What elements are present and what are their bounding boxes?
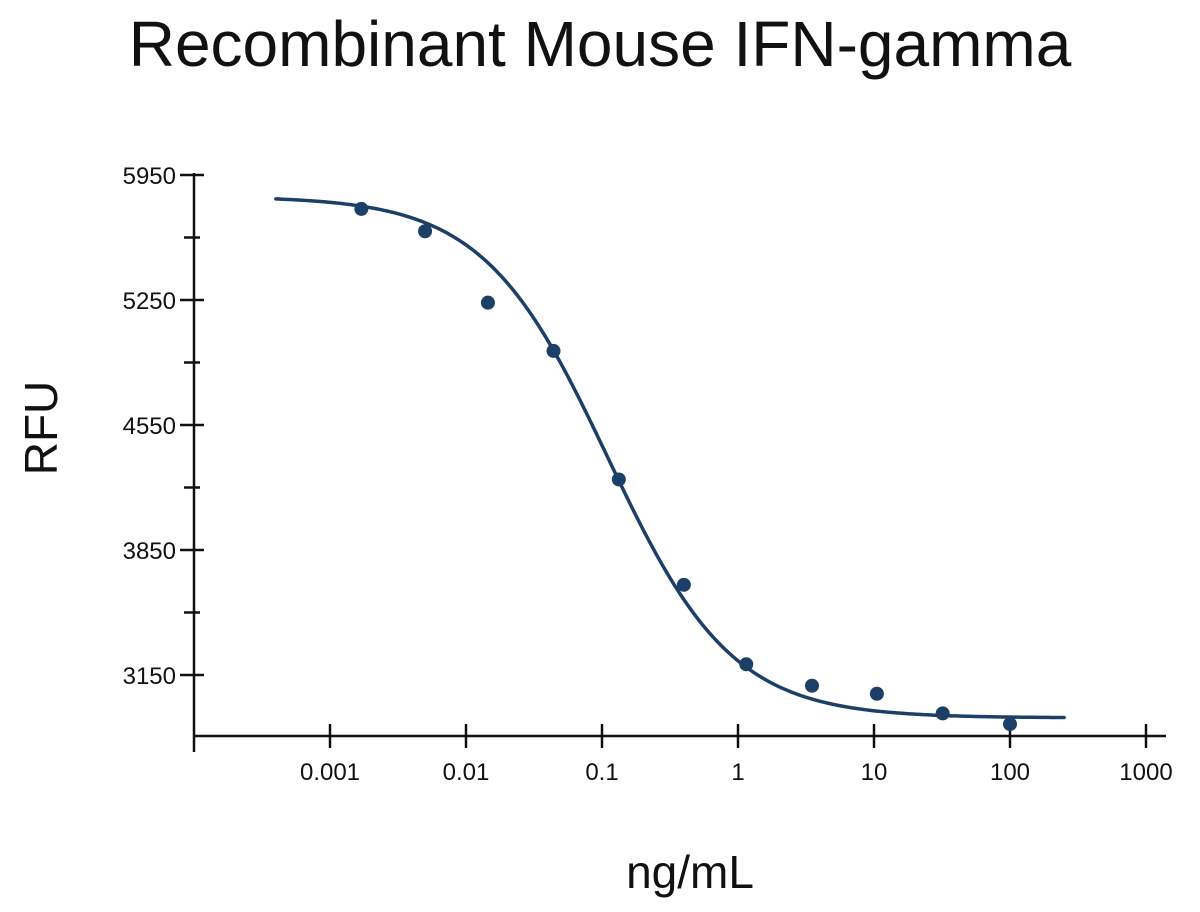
axes: 0.001 0.01 0.1 1 10 100 1000 5950 5250 4550 3850 31…	[123, 163, 1173, 786]
data-point	[804, 678, 819, 693]
y-tick-label: 4550	[123, 413, 176, 440]
data-points-layer	[354, 201, 1017, 732]
x-tick-label: 100	[990, 759, 1030, 786]
x-tick-label: 0.1	[585, 759, 618, 786]
x-tick-label: 1	[731, 759, 744, 786]
x-tick-label: 0.01	[443, 759, 490, 786]
data-point	[1003, 717, 1017, 732]
y-tick-label: 5950	[123, 163, 176, 190]
data-point	[739, 657, 754, 672]
data-point	[935, 706, 950, 721]
data-point	[611, 472, 626, 487]
data-point	[480, 295, 495, 310]
data-point	[676, 577, 691, 592]
data-point	[869, 686, 884, 701]
x-tick-label: 1000	[1119, 759, 1172, 786]
data-point	[546, 343, 561, 358]
fit-curve-layer	[274, 197, 1066, 720]
y-tick-label: 5250	[123, 288, 176, 315]
chart-title: Recombinant Mouse IFN-gamma	[128, 8, 1072, 80]
y-tick-label: 3850	[123, 538, 176, 565]
fit-curve	[274, 197, 1066, 720]
y-axis-title: RFU	[15, 381, 67, 476]
data-point	[354, 201, 369, 216]
data-point	[418, 224, 433, 239]
x-tick-label: 10	[861, 759, 888, 786]
x-axis-title: ng/mL	[626, 846, 754, 898]
x-tick-label: 0.001	[300, 759, 360, 786]
y-tick-label: 3150	[123, 663, 176, 690]
